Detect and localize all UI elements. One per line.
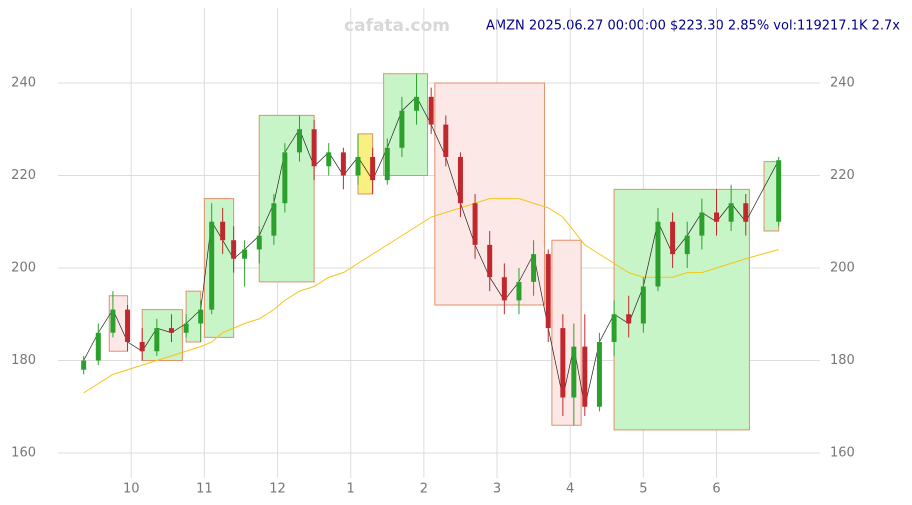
y2-tick-label: 220	[830, 168, 855, 183]
candle-body	[110, 309, 116, 333]
candle-body	[414, 96, 420, 111]
candle-body	[296, 129, 302, 153]
candle-body	[231, 240, 237, 259]
candle-body	[626, 314, 632, 324]
candle-body	[139, 341, 145, 352]
y2-tick-label: 200	[830, 260, 855, 275]
candle-body	[560, 328, 566, 398]
candle-body	[256, 235, 262, 250]
candle-body	[640, 286, 646, 324]
candles	[81, 73, 782, 426]
candle-body	[355, 156, 361, 176]
zone	[383, 73, 429, 176]
candle-body	[776, 160, 782, 222]
candle-body	[571, 346, 577, 398]
candle-body	[384, 147, 390, 181]
y-tick-label: 180	[11, 353, 36, 368]
y-tick-label: 220	[11, 168, 36, 183]
candle-body	[326, 152, 332, 167]
candle-body	[611, 314, 617, 342]
x-tick-label: 11	[196, 482, 213, 497]
candle-body	[242, 249, 248, 259]
chart-title: AMZN 2025.06.27 00:00:00 $223.30 2.85% v…	[486, 19, 900, 34]
candle-body	[472, 203, 478, 245]
x-tick-label: 6	[712, 482, 720, 497]
candle-body	[428, 96, 434, 125]
candle-body	[198, 309, 204, 324]
zone	[613, 188, 750, 431]
candle-body	[370, 156, 376, 181]
y-tick-label: 160	[11, 446, 36, 461]
y2-tick-label: 160	[830, 446, 855, 461]
candle-body	[220, 221, 226, 241]
candle-body	[125, 309, 131, 342]
watermark: cafata.com	[344, 16, 450, 36]
candle-body	[154, 328, 160, 352]
zone	[141, 309, 183, 361]
candle-body	[670, 221, 676, 255]
y-tick-label: 200	[11, 260, 36, 275]
x-tick-label: 4	[566, 482, 574, 497]
candle-body	[713, 212, 719, 222]
zone	[551, 239, 582, 426]
candle-body	[311, 129, 317, 167]
candle-body	[282, 152, 288, 204]
candle-body	[399, 110, 405, 148]
candle-body	[699, 212, 705, 236]
candle-body	[743, 203, 749, 222]
candle-body	[582, 346, 588, 407]
candle-body	[95, 332, 101, 361]
x-tick-label: 1	[347, 482, 355, 497]
candle-body	[516, 281, 522, 301]
zone	[203, 198, 235, 338]
candle-body	[684, 235, 690, 255]
candle-body	[443, 124, 449, 157]
candle-body	[271, 203, 277, 236]
candle-body	[168, 328, 174, 333]
zones	[108, 73, 780, 431]
candle-body	[545, 254, 551, 329]
candle-body	[728, 203, 734, 222]
candle-body	[501, 277, 507, 301]
candle-body	[209, 221, 215, 310]
candle-body	[487, 244, 493, 278]
candle-body	[457, 156, 463, 204]
x-tick-label: 2	[420, 482, 428, 497]
y-tick-label: 240	[11, 75, 36, 90]
candle-body	[596, 341, 602, 407]
candle-body	[81, 360, 87, 370]
x-tick-label: 12	[269, 482, 286, 497]
y2-tick-label: 180	[830, 353, 855, 368]
x-tick-label: 3	[493, 482, 501, 497]
x-tick-label: 5	[639, 482, 647, 497]
candle-body	[531, 254, 537, 282]
x-tick-label: 10	[123, 482, 140, 497]
candle-body	[183, 323, 189, 333]
candle-body	[655, 221, 661, 287]
candle-body	[340, 152, 346, 176]
y2-tick-label: 240	[830, 75, 855, 90]
